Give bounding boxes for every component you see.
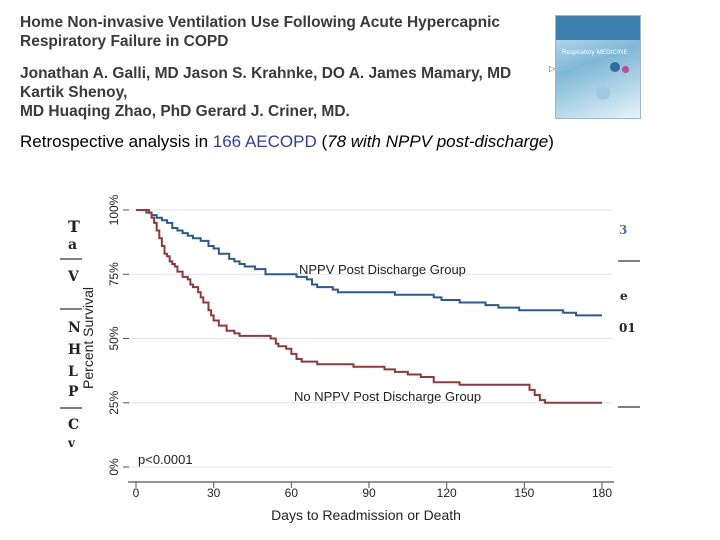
summary-close: ) [548,132,554,151]
bg-glyph: N [68,320,81,336]
study-summary: Retrospective analysis in 166 AECOPD (78… [20,132,554,152]
background-slide-fragment: T a V N H L P C v 3 e 01 [60,217,640,450]
author-line-2: MD Huaqing Zhao, PhD Gerard J. Criner, M… [20,103,350,120]
bg-glyph: V [67,269,80,285]
bg-glyph: P [68,384,79,400]
author-line-1: Jonathan A. Galli, MD Jason S. Krahnke, … [20,65,512,101]
journal-cover-dot [596,86,610,100]
summary-group: AECOPD [244,132,317,151]
series-line-no-nppv [136,209,602,404]
x-tick-label: 30 [207,486,221,500]
series-label-nppv: NPPV Post Discharge Group [299,262,466,277]
x-tick-label: 60 [285,486,299,500]
series-line-nppv [136,209,602,317]
bg-glyph: C [68,417,79,433]
y-tick-label: 0% [107,458,121,476]
journal-cover-image: Respiratory MEDICINE [555,15,641,119]
cover-link-icon: ▷ [549,64,556,73]
x-tick-label: 150 [514,486,534,500]
journal-cover-band [556,16,640,40]
p-value-annotation: p<0.0001 [138,452,193,467]
journal-cover-label: Respiratory MEDICINE [562,50,628,56]
y-axis-ticks: 0% 25% 50% 75% 100% [107,194,129,476]
summary-open: ( [316,132,328,151]
y-tick-label: 100% [107,194,121,225]
bg-glyph: a [68,237,77,253]
y-tick-label: 25% [107,390,121,414]
bg-glyph: 01 [619,321,636,335]
bg-glyph: H [68,342,81,358]
y-tick-label: 50% [107,326,121,350]
bg-glyph: e [620,289,628,303]
summary-detail: 78 with NPPV post-discharge [327,132,549,151]
x-tick-label: 90 [362,486,376,500]
paper-title: Home Non-invasive Ventilation Use Follow… [20,14,501,50]
x-tick-label: 180 [592,486,612,500]
summary-count: 166 [212,132,242,151]
x-tick-label: 120 [437,486,457,500]
y-tick-label: 75% [107,262,121,286]
bg-glyph: T [68,217,80,236]
x-tick-label: 0 [133,486,140,500]
author-list: Jonathan A. Galli, MD Jason S. Krahnke, … [20,64,530,121]
x-axis-label: Days to Readmission or Death [271,507,461,523]
y-axis-label: Percent Survival [80,287,96,389]
bg-glyph: v [67,436,76,450]
summary-prefix: Retrospective analysis in [20,132,213,151]
gridlines [128,209,612,468]
bg-glyph: L [68,364,78,380]
x-axis-ticks: 0 30 60 90 120 150 180 [133,482,612,500]
journal-cover-dot [610,62,620,72]
bg-glyph: 3 [619,223,627,237]
journal-cover-dot [622,66,629,73]
series-label-no-nppv: No NPPV Post Discharge Group [294,389,481,404]
